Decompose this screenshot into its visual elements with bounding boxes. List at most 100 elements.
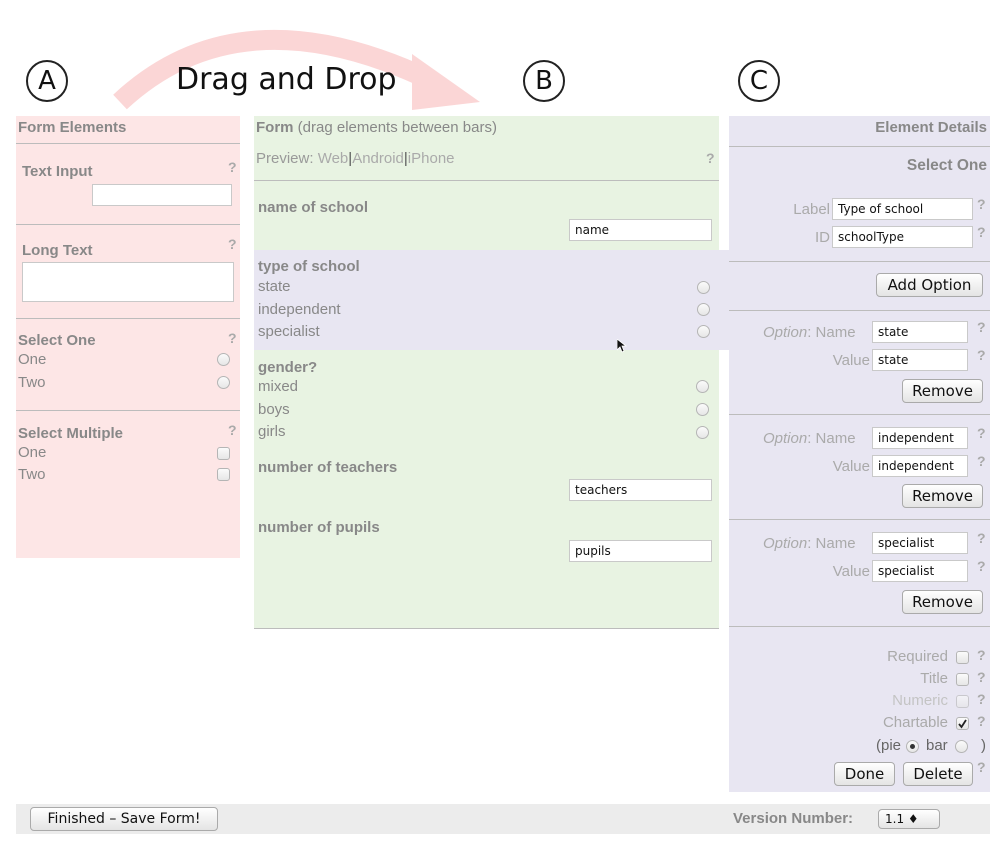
field-input[interactable]: teachers — [569, 479, 712, 501]
field-option: mixed — [258, 378, 299, 395]
version-select[interactable]: 1.1 ♦ — [878, 809, 940, 829]
option-name-caption: : Name — [807, 324, 856, 341]
option-name-help-icon[interactable]: ? — [977, 530, 986, 546]
select-multiple-checkbox-1[interactable] — [217, 447, 230, 460]
option-name-input[interactable]: state — [872, 321, 968, 343]
form-field-type-of-school[interactable]: type of school state independent special… — [254, 250, 729, 350]
title-help-icon[interactable]: ? — [977, 669, 986, 685]
option-value-help-icon[interactable]: ? — [977, 453, 986, 469]
save-form-button[interactable]: Finished – Save Form! — [30, 807, 218, 831]
remove-option-button[interactable]: Remove — [902, 379, 983, 403]
field-option-radio[interactable] — [697, 325, 710, 338]
annotation-a: A — [26, 60, 68, 102]
done-button[interactable]: Done — [834, 762, 895, 786]
remove-option-button[interactable]: Remove — [902, 590, 983, 614]
field-label: name of school — [258, 199, 369, 216]
chart-type-row: (pie — [876, 737, 901, 754]
label-input[interactable]: Type of school — [832, 198, 973, 220]
text-input-help-icon[interactable]: ? — [228, 159, 237, 175]
long-text-label: Long Text — [22, 242, 93, 259]
select-multiple-help-icon[interactable]: ? — [228, 422, 237, 438]
option-caption: Option: Name — [763, 324, 856, 341]
field-option: independent — [258, 301, 341, 318]
option-name-caption: : Name — [807, 535, 856, 552]
numeric-checkbox[interactable] — [956, 695, 969, 708]
label-help-icon[interactable]: ? — [977, 196, 986, 212]
field-option: state — [258, 278, 291, 295]
select-one-option-1: One — [18, 351, 47, 368]
preview-web-link[interactable]: Web — [317, 150, 349, 167]
field-input[interactable]: name — [569, 219, 712, 241]
select-multiple-option-1: One — [18, 444, 47, 461]
field-option-radio[interactable] — [696, 380, 709, 393]
text-input-sample[interactable] — [92, 184, 232, 206]
chartable-help-icon[interactable]: ? — [977, 713, 986, 729]
id-input[interactable]: schoolType — [832, 226, 973, 248]
footer-bar: Finished – Save Form! Version Number: 1.… — [16, 804, 990, 834]
required-help-icon[interactable]: ? — [977, 647, 986, 663]
delete-button[interactable]: Delete — [903, 762, 973, 786]
field-option-radio[interactable] — [697, 303, 710, 316]
option-name-input[interactable]: specialist — [872, 532, 968, 554]
title-checkbox[interactable] — [956, 673, 969, 686]
check-icon — [958, 719, 967, 729]
select-one-radio-1[interactable] — [217, 353, 230, 366]
numeric-help-icon[interactable]: ? — [977, 691, 986, 707]
chart-pie-label: (pie — [876, 737, 902, 754]
preview-separator-2: | — [403, 150, 408, 167]
id-help-icon[interactable]: ? — [977, 224, 986, 240]
select-one-option-2: Two — [18, 374, 46, 391]
option-value-input[interactable]: specialist — [872, 560, 968, 582]
select-multiple-option-2: Two — [18, 466, 46, 483]
form-help-icon[interactable]: ? — [706, 150, 715, 166]
select-one-help-icon[interactable]: ? — [228, 330, 237, 346]
remove-option-button[interactable]: Remove — [902, 484, 983, 508]
long-text-sample[interactable] — [22, 262, 234, 302]
option-caption: Option: Name — [763, 535, 856, 552]
option-name-help-icon[interactable]: ? — [977, 319, 986, 335]
field-option-radio[interactable] — [696, 403, 709, 416]
preview-iphone-link[interactable]: iPhone — [407, 150, 455, 167]
option-value-help-icon[interactable]: ? — [977, 347, 986, 363]
option-value-input[interactable]: independent — [872, 455, 968, 477]
add-option-button[interactable]: Add Option — [876, 273, 983, 297]
option-value-help-icon[interactable]: ? — [977, 558, 986, 574]
preview-bar: Preview: Web|Android|iPhone — [256, 150, 455, 167]
option-value-input[interactable]: state — [872, 349, 968, 371]
annotation-a-label: A — [38, 66, 56, 96]
option-name-input[interactable]: independent — [872, 427, 968, 449]
form-title: Form (drag elements between bars) — [256, 119, 497, 136]
option-name-caption: : Name — [807, 430, 856, 447]
option-value-caption: Value — [832, 352, 870, 369]
preview-android-link[interactable]: Android — [352, 150, 404, 167]
id-caption: ID — [815, 229, 830, 246]
chart-bar-radio[interactable] — [955, 740, 968, 753]
annotation-b: B — [523, 60, 565, 102]
option-caption-text: Option — [763, 324, 808, 341]
chartable-label: Chartable — [882, 714, 948, 731]
element-details-panel: Element Details Select One Label Type of… — [729, 116, 990, 792]
option-caption: Option: Name — [763, 430, 856, 447]
done-delete-help-icon[interactable]: ? — [977, 759, 986, 775]
field-option-radio[interactable] — [696, 426, 709, 439]
field-option-radio[interactable] — [697, 281, 710, 294]
field-label: number of teachers — [258, 459, 398, 476]
form-elements-title: Form Elements — [18, 119, 127, 136]
field-input[interactable]: pupils — [569, 540, 712, 562]
option-caption-text: Option — [763, 430, 808, 447]
field-label: number of pupils — [258, 519, 380, 536]
field-option: specialist — [258, 323, 320, 340]
required-checkbox[interactable] — [956, 651, 969, 664]
text-input-label: Text Input — [22, 163, 93, 180]
preview-separator-1: | — [348, 150, 353, 167]
option-name-help-icon[interactable]: ? — [977, 425, 986, 441]
element-type-heading: Select One — [906, 157, 987, 174]
select-one-radio-2[interactable] — [217, 376, 230, 389]
select-multiple-label: Select Multiple — [18, 425, 124, 442]
chartable-checkbox[interactable] — [956, 717, 969, 730]
chart-pie-radio[interactable] — [906, 740, 919, 753]
numeric-label: Numeric — [892, 692, 948, 709]
long-text-help-icon[interactable]: ? — [228, 236, 237, 252]
select-multiple-checkbox-2[interactable] — [217, 468, 230, 481]
option-caption-text: Option — [763, 535, 808, 552]
